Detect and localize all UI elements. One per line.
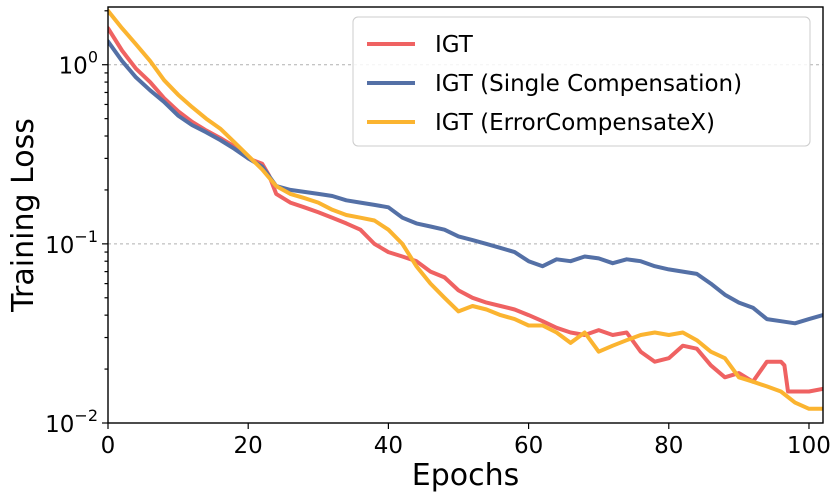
legend-label-0: IGT: [435, 32, 474, 58]
y-tick-label-0: 100: [59, 48, 98, 80]
x-tick-label-0: 0: [101, 433, 116, 459]
y-tick-label-1: 10−1: [45, 227, 98, 259]
axis-frame: [107, 6, 824, 424]
x-tick-label-2: 40: [374, 433, 403, 459]
x-axis-title: Epochs: [412, 458, 520, 493]
y-axis-title: Training Loss: [6, 118, 41, 313]
legend: IGT IGT (Single Compensation) IGT (ErrorCo…: [352, 16, 811, 147]
series-line-2: [108, 8, 823, 411]
legend-label-2: IGT (ErrorCompensateX): [435, 110, 715, 136]
x-tick-label-4: 80: [654, 433, 683, 459]
y-tick-label-2: 10−2: [45, 406, 98, 438]
tick-layer: 0 20 40 60 80 100 100 10−1 10−2: [45, 10, 831, 459]
x-tick-label-5: 100: [787, 433, 831, 459]
legend-box: [352, 16, 811, 147]
series-line-1: [108, 39, 823, 326]
x-tick-label-1: 20: [234, 433, 263, 459]
series-layer: [108, 8, 823, 411]
legend-label-1: IGT (Single Compensation): [435, 71, 742, 97]
x-tick-label-3: 60: [514, 433, 543, 459]
